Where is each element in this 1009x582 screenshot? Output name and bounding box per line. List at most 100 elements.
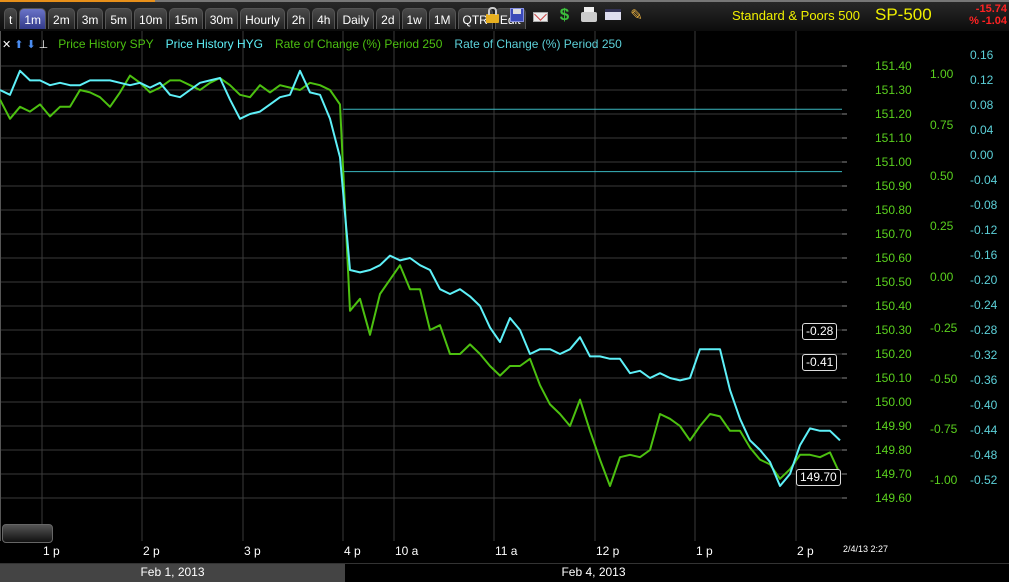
price-tick: 149.60 [875, 491, 912, 505]
roc-cyan-tick: -0.24 [970, 298, 998, 312]
legend-roc-green[interactable]: Rate of Change (%) Period 250 [274, 37, 443, 51]
time-tick: 1 p [43, 544, 60, 558]
roc-cyan-tick: -0.32 [970, 348, 998, 362]
tab-hourly[interactable]: Hourly [240, 8, 285, 29]
roc-cyan-tick: -0.48 [970, 448, 998, 462]
tab-2m[interactable]: 2m [48, 8, 75, 29]
symbol-name: Standard & Poors 500 [732, 8, 860, 23]
toolbar-icons: $ ✎ [484, 4, 645, 24]
roc-cyan-tick: -0.36 [970, 373, 998, 387]
roc-green-tick: 0.75 [930, 117, 954, 132]
roc-cyan-tick: 0.04 [970, 123, 994, 137]
tab-5m[interactable]: 5m [105, 8, 133, 29]
tab-daily[interactable]: Daily [337, 8, 375, 29]
price-tick: 151.20 [875, 107, 912, 121]
roc-green-tick: 0.00 [930, 270, 954, 284]
legend: ✕ ⬆ ⬇ ⊥ Price History SPY Price History … [2, 37, 634, 51]
price-tick: 150.70 [875, 227, 912, 241]
top-border [0, 0, 1009, 2]
roc-cyan-tick: 0.12 [970, 73, 994, 87]
price-tick: 149.70 [875, 467, 912, 481]
price-tick: 151.40 [875, 59, 912, 73]
time-tick: 2 p [143, 544, 160, 558]
tab-t[interactable]: t [4, 8, 18, 29]
pin-icon[interactable]: ⊥ [38, 38, 49, 51]
price-tick: 151.10 [875, 131, 912, 145]
pencil-icon[interactable]: ✎ [630, 6, 643, 24]
roc-green-tick: -0.75 [930, 422, 958, 437]
time-tick: 4 p [344, 544, 361, 558]
tab-1m[interactable]: 1M [428, 8, 456, 29]
symbol-change: -15.74 % -1.04 [969, 3, 1007, 27]
hyg-price-line [0, 69, 841, 487]
change-value: -15.74 [975, 3, 1007, 15]
print-icon[interactable] [580, 6, 597, 23]
price-tick: 150.50 [875, 275, 912, 289]
date-feb-4: Feb 4, 2013 [561, 565, 626, 579]
legend-spy[interactable]: Price History SPY [58, 37, 154, 51]
date-feb-1: Feb 1, 2013 [0, 564, 345, 582]
roc-green-tick: -1.00 [930, 473, 958, 487]
tab-4h[interactable]: 4h [312, 8, 336, 29]
price-tick: 150.60 [875, 251, 912, 265]
roc-cyan-tick: 0.08 [970, 98, 994, 112]
tab-2d[interactable]: 2d [376, 8, 400, 29]
price-tick: 150.90 [875, 179, 912, 193]
roc-green-tick: 0.25 [930, 219, 954, 234]
roc-cyan-tick: 0.16 [970, 48, 994, 62]
time-tick: 2 p [797, 544, 814, 558]
roc-cyan-tick: -0.08 [970, 198, 998, 212]
price-tick: 150.30 [875, 323, 912, 337]
roc-cyan-tick: -0.12 [970, 223, 998, 237]
change-percent: % -1.04 [969, 15, 1007, 27]
tab-1m[interactable]: 1m [19, 8, 47, 29]
symbol-ticker[interactable]: SP-500 [875, 5, 932, 24]
move-down-icon[interactable]: ⬇ [26, 38, 36, 51]
tab-2h[interactable]: 2h [286, 8, 311, 29]
roc-green-tick: 0.50 [930, 168, 954, 183]
price-tick: 149.80 [875, 443, 912, 457]
save-icon[interactable] [508, 6, 525, 23]
legend-hyg[interactable]: Price History HYG [165, 37, 263, 51]
tab-3m[interactable]: 3m [76, 8, 104, 29]
tab-qtr[interactable]: QTR [457, 8, 493, 29]
close-icon[interactable]: ✕ [2, 38, 12, 51]
roc-cyan-tick: -0.16 [970, 248, 998, 262]
roc-cyan-tick: -0.40 [970, 398, 998, 412]
tab-1w[interactable]: 1w [401, 8, 427, 29]
scrollbar-thumb[interactable] [2, 524, 53, 543]
roc-cyan-tick: -0.04 [970, 173, 998, 187]
roc-cyan-tick: 0.00 [970, 148, 994, 162]
window-icon[interactable] [604, 6, 621, 23]
legend-roc-cyan[interactable]: Rate of Change (%) Period 250 [454, 37, 622, 51]
tab-30m[interactable]: 30m [204, 8, 239, 29]
price-tick: 151.30 [875, 83, 912, 97]
lock-icon[interactable] [484, 6, 501, 23]
roc-green-last-value: -0.41 [802, 354, 838, 371]
time-tick: 10 a [395, 544, 419, 558]
roc-cyan-last-value: -0.28 [802, 323, 838, 340]
roc-green-tick: -0.25 [930, 320, 958, 335]
price-tick: 149.90 [875, 419, 912, 433]
price-tick: 150.10 [875, 371, 912, 385]
price-tick: 151.00 [875, 155, 912, 169]
toolbar: t 1m 2m 3m 5m 10m 15m 30m Hourly 2h 4h Daily 2d 1w 1M Q… [0, 0, 1009, 31]
roc-cyan-tick: -0.52 [970, 473, 998, 487]
mail-icon[interactable] [532, 6, 549, 23]
time-tick: 3 p [244, 544, 261, 558]
time-tick: 12 p [596, 544, 620, 558]
move-up-icon[interactable]: ⬆ [14, 38, 24, 51]
price-tick: 150.00 [875, 395, 912, 409]
spy-price-line [0, 74, 841, 487]
price-tick: 150.80 [875, 203, 912, 217]
tab-15m[interactable]: 15m [169, 8, 203, 29]
roc-green-tick: -0.50 [930, 371, 958, 386]
tab-10m[interactable]: 10m [134, 8, 168, 29]
price-tick: 150.20 [875, 347, 912, 361]
time-tick: 11 a [495, 544, 518, 558]
date-bar: Feb 1, 2013 Feb 4, 2013 [0, 563, 1009, 582]
spy-last-value: 149.70 [796, 469, 841, 486]
price-tick: 150.40 [875, 299, 912, 313]
dollar-icon[interactable]: $ [559, 4, 570, 24]
